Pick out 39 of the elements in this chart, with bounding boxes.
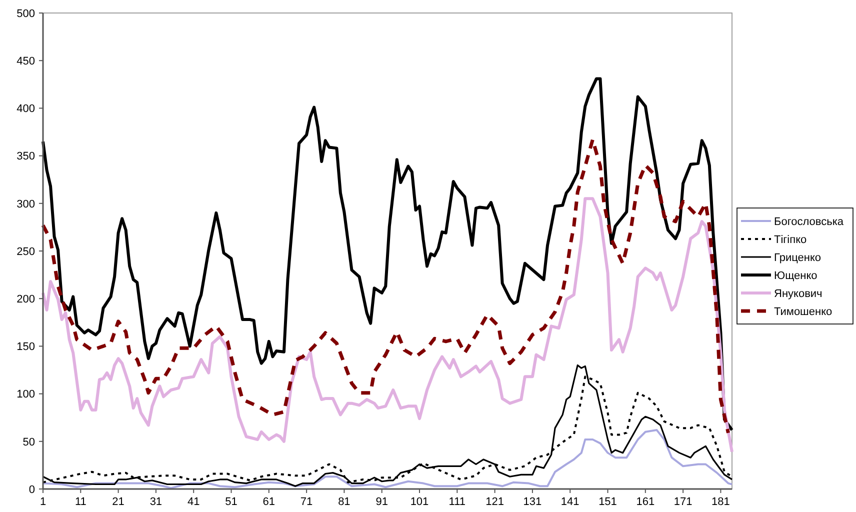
x-tick-label: 81 [338, 496, 350, 508]
x-tick-label: 111 [448, 496, 466, 508]
x-tick-label: 161 [636, 496, 655, 508]
x-tick-label: 181 [712, 496, 730, 508]
y-tick-label: 250 [16, 246, 35, 258]
y-tick-label: 150 [16, 341, 35, 354]
x-tick-label: 1 [40, 496, 46, 508]
y-tick-label: 450 [16, 55, 35, 68]
legend-label: Ющенко [774, 270, 818, 282]
y-tick-label: 0 [28, 484, 35, 496]
x-tick-label: 171 [674, 496, 692, 508]
x-tick-label: 21 [112, 496, 124, 508]
line-series [42, 77, 734, 432]
y-tick-label: 400 [16, 103, 35, 116]
x-tick-label: 91 [376, 496, 388, 508]
x-tick-label: 51 [225, 496, 238, 508]
x-tick-label: 41 [187, 496, 200, 508]
x-tick-label: 71 [300, 496, 313, 508]
x-tick-label: 11 [74, 496, 86, 508]
legend-label: Янукович [774, 288, 822, 300]
y-tick-label: 200 [16, 293, 35, 306]
y-tick-label: 500 [16, 8, 35, 20]
legend-label: Гриценко [774, 252, 822, 264]
x-tick-label: 121 [486, 496, 504, 508]
y-tick-label: 300 [16, 198, 35, 210]
legend-label: Богословська [774, 216, 844, 228]
x-tick-label: 101 [410, 496, 429, 508]
x-tick-label: 151 [598, 496, 617, 508]
x-tick-label: 61 [262, 496, 276, 508]
x-tick-label: 131 [523, 496, 542, 508]
x-tick-label: 31 [150, 496, 162, 508]
legend-label: Тігіпко [774, 234, 807, 246]
x-tick-label: 141 [560, 496, 580, 508]
line-series [41, 138, 730, 435]
legend-label: Тимошенко [774, 306, 832, 318]
y-tick-label: 50 [22, 436, 35, 448]
y-tick-label: 100 [16, 388, 35, 401]
line-series [42, 197, 734, 454]
y-tick-label: 350 [16, 150, 35, 163]
